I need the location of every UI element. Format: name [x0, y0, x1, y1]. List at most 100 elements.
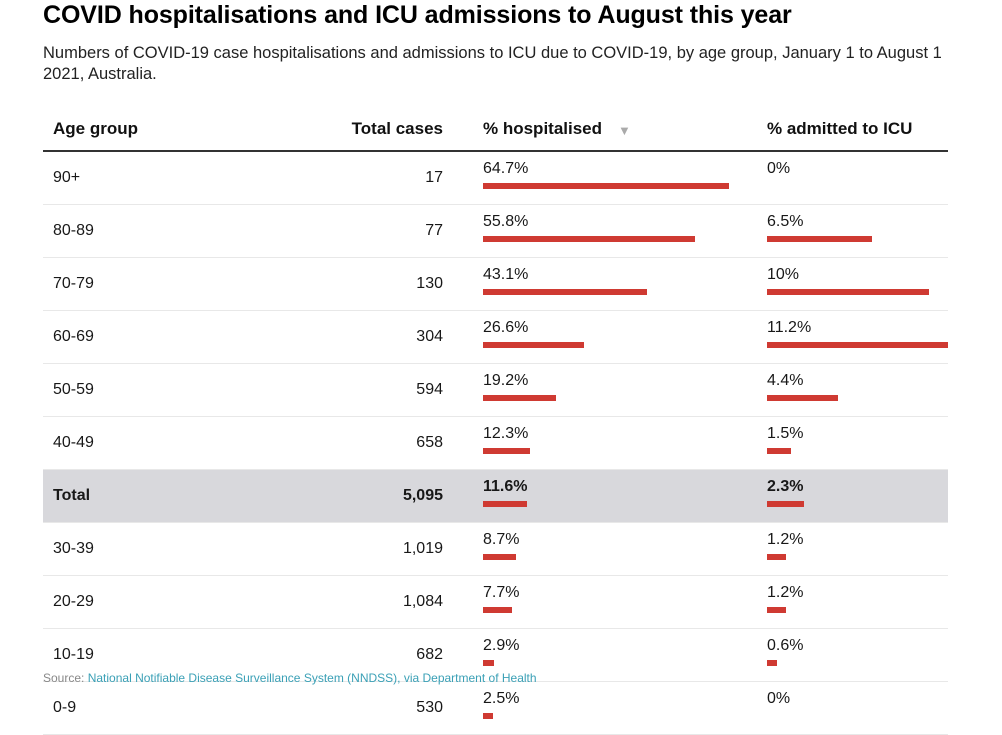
cell-hospitalised: 11.6%	[443, 469, 767, 523]
hospitalised-bar	[483, 236, 695, 242]
table-row-total: Total 5,095 11.6% 2.3%	[43, 469, 948, 523]
cell-total-cases: 77	[313, 204, 443, 258]
hospitalised-bar	[483, 183, 729, 189]
icu-value: 6.5%	[767, 213, 804, 230]
sort-descending-icon[interactable]: ▼	[618, 123, 631, 138]
cell-age-group: 30-39	[43, 522, 313, 576]
hospitalised-bar	[483, 660, 494, 666]
hospitalised-bar	[483, 607, 512, 613]
table-row: 60-69 304 26.6% 11.2%	[43, 310, 948, 364]
cell-icu: 4.4%	[767, 363, 948, 417]
chart-subtitle: Numbers of COVID-19 case hospitalisation…	[43, 44, 942, 83]
cell-hospitalised: 7.7%	[443, 575, 767, 629]
hospitalised-bar	[483, 289, 647, 295]
hospitalised-value: 55.8%	[483, 213, 529, 230]
cell-total-cases: 1,019	[313, 522, 443, 576]
column-header-hospitalised[interactable]: % hospitalised ▼	[443, 108, 767, 152]
cell-icu: 6.5%	[767, 204, 948, 258]
table-row: 20-29 1,084 7.7% 1.2%	[43, 575, 948, 629]
cell-icu: 10%	[767, 257, 948, 311]
cell-age-group: 50-59	[43, 363, 313, 417]
hospitalised-value: 11.6%	[483, 478, 528, 495]
cell-icu: 0%	[767, 151, 948, 205]
cell-total-cases: 594	[313, 363, 443, 417]
hospitalised-bar	[483, 448, 530, 454]
cell-icu: 1.2%	[767, 575, 948, 629]
icu-bar	[767, 660, 777, 666]
icu-bar	[767, 448, 791, 454]
table-row: 90+ 17 64.7% 0%	[43, 151, 948, 205]
table-row: 0-9 530 2.5% 0%	[43, 681, 948, 735]
icu-value: 0%	[767, 690, 791, 707]
table-row: 30-39 1,019 8.7% 1.2%	[43, 522, 948, 576]
icu-value: 1.2%	[767, 531, 804, 548]
cell-total-cases: 130	[313, 257, 443, 311]
table-row: 80-89 77 55.8% 6.5%	[43, 204, 948, 258]
cell-hospitalised: 26.6%	[443, 310, 767, 364]
cell-hospitalised: 2.9%	[443, 628, 767, 682]
icu-value: 0%	[767, 160, 791, 177]
cell-hospitalised: 12.3%	[443, 416, 767, 470]
hospitalised-bar	[483, 554, 516, 560]
icu-value: 10%	[767, 266, 800, 283]
table-row: 10-19 682 2.9% 0.6%	[43, 628, 948, 682]
column-header-hospitalised-label: % hospitalised	[483, 119, 603, 138]
hospitalised-bar	[483, 501, 527, 507]
column-header-age-group[interactable]: Age group	[43, 108, 313, 152]
hospitalised-bar	[483, 713, 493, 719]
cell-age-group: 90+	[43, 151, 313, 205]
cell-icu: 11.2%	[767, 310, 948, 364]
hospitalised-value: 7.7%	[483, 584, 520, 601]
cell-hospitalised: 2.5%	[443, 681, 767, 735]
icu-bar	[767, 395, 838, 401]
data-table: Age group Total cases % hospitalised ▼ % …	[43, 108, 948, 735]
hospitalised-bar	[483, 342, 584, 348]
cell-icu: 0.6%	[767, 628, 948, 682]
cell-hospitalised: 8.7%	[443, 522, 767, 576]
cell-age-group: 0-9	[43, 681, 313, 735]
cell-age-group: 40-49	[43, 416, 313, 470]
icu-bar	[767, 342, 948, 348]
hospitalised-value: 43.1%	[483, 266, 529, 283]
icu-bar	[767, 289, 929, 295]
icu-value: 0.6%	[767, 637, 804, 654]
cell-total-cases: 304	[313, 310, 443, 364]
hospitalised-value: 19.2%	[483, 372, 529, 389]
cell-total-cases: 1,084	[313, 575, 443, 629]
cell-age-group: 80-89	[43, 204, 313, 258]
cell-hospitalised: 55.8%	[443, 204, 767, 258]
column-header-total-cases[interactable]: Total cases	[313, 108, 443, 152]
cell-age-group: 60-69	[43, 310, 313, 364]
icu-bar	[767, 501, 804, 507]
hospitalised-value: 8.7%	[483, 531, 520, 548]
cell-icu: 1.5%	[767, 416, 948, 470]
hospitalised-value: 26.6%	[483, 319, 529, 336]
cell-age-group: Total	[43, 469, 313, 523]
cell-hospitalised: 64.7%	[443, 151, 767, 205]
cell-age-group: 20-29	[43, 575, 313, 629]
cell-hospitalised: 19.2%	[443, 363, 767, 417]
chart-title: COVID hospitalisations and ICU admission…	[43, 1, 792, 29]
cell-total-cases: 530	[313, 681, 443, 735]
column-header-icu[interactable]: % admitted to ICU	[767, 108, 948, 152]
cell-total-cases: 658	[313, 416, 443, 470]
icu-value: 1.2%	[767, 584, 804, 601]
table-header-row: Age group Total cases % hospitalised ▼ % …	[43, 108, 948, 152]
cell-icu: 0%	[767, 681, 948, 735]
icu-bar	[767, 554, 786, 560]
cell-icu: 2.3%	[767, 469, 948, 523]
icu-value: 11.2%	[767, 319, 812, 336]
icu-bar	[767, 607, 786, 613]
hospitalised-value: 64.7%	[483, 160, 529, 177]
icu-value: 1.5%	[767, 425, 804, 442]
cell-age-group: 70-79	[43, 257, 313, 311]
hospitalised-bar	[483, 395, 556, 401]
source-link[interactable]: National Notifiable Disease Surveillance…	[87, 671, 537, 685]
cell-total-cases: 682	[313, 628, 443, 682]
icu-bar	[767, 236, 872, 242]
hospitalised-value: 2.9%	[483, 637, 520, 654]
source-label: Source:	[43, 671, 85, 685]
cell-total-cases: 5,095	[313, 469, 443, 523]
table-row: 70-79 130 43.1% 10%	[43, 257, 948, 311]
cell-icu: 1.2%	[767, 522, 948, 576]
